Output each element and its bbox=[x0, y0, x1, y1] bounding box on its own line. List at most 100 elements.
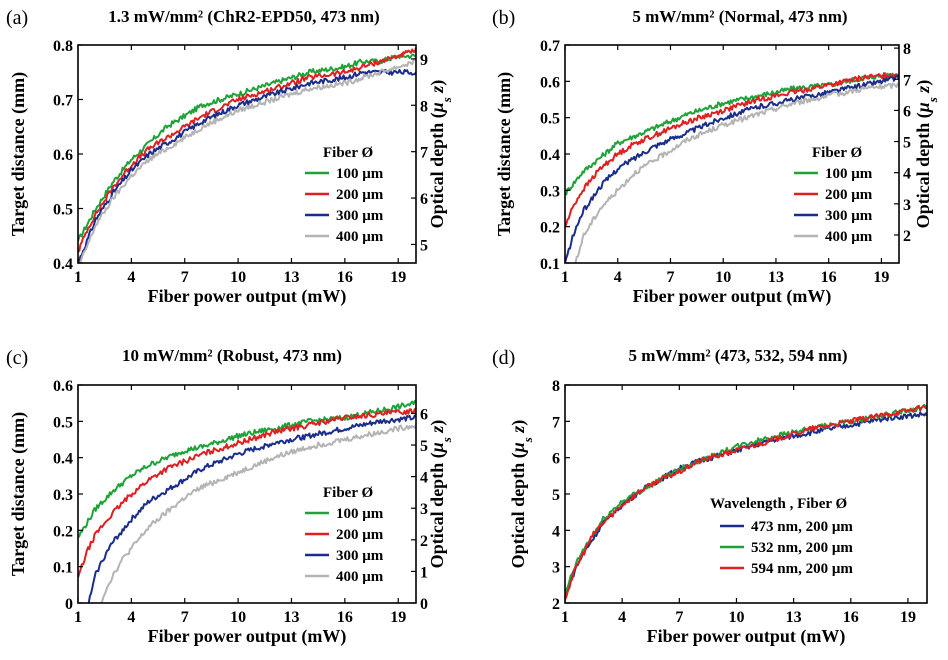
series-line bbox=[78, 58, 416, 263]
x-axis-label: Fiber power output (mW) bbox=[148, 286, 347, 307]
legend-title: Fiber Ø bbox=[323, 485, 373, 501]
y2-tick-label: 4 bbox=[420, 470, 428, 487]
panel-a: (a) 1.3 mW/mm² (ChR2-EPD50, 473 nm) 1 4 7 10 1… bbox=[6, 7, 454, 307]
y2-tick-label: 8 bbox=[903, 41, 911, 58]
y2-tick-label: 2 bbox=[420, 533, 428, 550]
y-tick-label: 0.2 bbox=[540, 220, 560, 237]
panel-label: (a) bbox=[6, 7, 28, 29]
x-tick-label: 16 bbox=[337, 609, 353, 626]
y2-tick-label: 6 bbox=[420, 191, 428, 208]
y2-tick-label: 3 bbox=[420, 501, 428, 518]
legend-entry: 200 μm bbox=[336, 187, 384, 203]
panel-title: 1.3 mW/mm² (ChR2-EPD50, 473 nm) bbox=[108, 7, 379, 26]
y2-tick-label: 5 bbox=[420, 438, 428, 455]
y-tick-label: 0 bbox=[65, 596, 73, 613]
series-line bbox=[78, 47, 416, 253]
legend: Fiber Ø 100 μm 200 μm 300 μm 400 μm bbox=[794, 145, 873, 245]
x-tick-label: 7 bbox=[181, 269, 189, 286]
x-tick-label: 7 bbox=[666, 269, 674, 286]
panel-d: (d) 5 mW/mm² (473, 532, 594 nm) 1 4 7 10 13 16 1… bbox=[492, 346, 928, 647]
x-tick-label: 1 bbox=[561, 269, 569, 286]
legend-entry: 300 μm bbox=[825, 208, 873, 224]
x-tick-label: 10 bbox=[230, 609, 246, 626]
y-tick-label: 0.4 bbox=[53, 256, 73, 273]
y-tick-label: 0.4 bbox=[53, 451, 73, 468]
y-tick-label: 8 bbox=[552, 378, 560, 395]
series-line bbox=[565, 74, 899, 263]
legend-entry: 473 nm, 200 μm bbox=[751, 519, 853, 535]
legend-entry: 532 nm, 200 μm bbox=[751, 540, 853, 556]
legend: Fiber Ø 100 μm 200 μm 300 μm 400 μm bbox=[305, 485, 384, 585]
series-line bbox=[565, 404, 927, 600]
x-tick-label: 7 bbox=[675, 609, 683, 626]
panel-b: (b) 5 mW/mm² (Normal, 473 nm) 1 4 7 10 13 16 19 0… bbox=[492, 7, 940, 307]
legend-title: Fiber Ø bbox=[323, 145, 373, 161]
panel-title: 5 mW/mm² (473, 532, 594 nm) bbox=[629, 346, 848, 365]
series-line bbox=[78, 52, 416, 242]
x-tick-label: 19 bbox=[900, 609, 916, 626]
x-axis-label: Fiber power output (mW) bbox=[148, 626, 347, 647]
panel-label: (b) bbox=[492, 7, 515, 29]
x-tick-label: 13 bbox=[283, 609, 299, 626]
legend-title: Wavelength , Fiber Ø bbox=[710, 496, 847, 512]
panel-label: (d) bbox=[492, 347, 515, 369]
x-tick-label: 19 bbox=[873, 269, 889, 286]
y-tick-label: 0.3 bbox=[540, 183, 560, 200]
x-tick-label: 4 bbox=[614, 269, 622, 286]
panel-title: 5 mW/mm² (Normal, 473 nm) bbox=[632, 7, 847, 26]
x-axis-label: Fiber power output (mW) bbox=[633, 286, 832, 307]
y2-tick-label: 1 bbox=[420, 564, 428, 581]
y-tick-label: 0.3 bbox=[53, 487, 73, 504]
x-tick-label: 19 bbox=[390, 609, 406, 626]
x-tick-label: 16 bbox=[337, 269, 353, 286]
y-tick-label: 3 bbox=[552, 560, 560, 577]
legend-entry: 300 μm bbox=[336, 548, 384, 564]
series-line bbox=[565, 72, 899, 228]
x-tick-label: 10 bbox=[728, 609, 744, 626]
y2-tick-label: 6 bbox=[903, 103, 911, 120]
y-tick-label: 0.6 bbox=[540, 74, 560, 91]
x-tick-label: 10 bbox=[230, 269, 246, 286]
x-tick-label: 4 bbox=[618, 609, 626, 626]
legend-entry: 100 μm bbox=[336, 166, 384, 182]
y-tick-label: 0.1 bbox=[53, 560, 73, 577]
series-line bbox=[574, 82, 899, 263]
x-tick-label: 19 bbox=[390, 269, 406, 286]
x-tick-label: 16 bbox=[821, 269, 837, 286]
x-tick-label: 13 bbox=[786, 609, 802, 626]
x-tick-label: 4 bbox=[127, 609, 135, 626]
series-line bbox=[100, 423, 416, 603]
y-axis-label: Target distance (mm) bbox=[8, 412, 29, 576]
y-tick-label: 0.6 bbox=[53, 147, 73, 164]
y2-axis-label: Optical depth (μs z) bbox=[913, 80, 940, 229]
y-tick-label: 7 bbox=[552, 414, 560, 431]
legend-entry: 300 μm bbox=[336, 208, 384, 224]
legend: Fiber Ø 100 μm 200 μm 300 μm 400 μm bbox=[305, 145, 384, 245]
x-tick-label: 13 bbox=[768, 269, 784, 286]
x-tick-label: 1 bbox=[561, 609, 569, 626]
series-line bbox=[78, 408, 416, 578]
x-tick-label: 7 bbox=[181, 609, 189, 626]
y2-tick-label: 7 bbox=[420, 145, 428, 162]
panel-label: (c) bbox=[6, 347, 28, 369]
y2-axis-label: Optical depth (μs z) bbox=[427, 80, 454, 229]
series-line bbox=[78, 68, 416, 263]
y2-tick-label: 5 bbox=[420, 237, 428, 254]
x-tick-label: 4 bbox=[127, 269, 135, 286]
y-tick-label: 0.5 bbox=[53, 202, 73, 219]
legend-entry: 100 μm bbox=[825, 166, 873, 182]
y-tick-label: 6 bbox=[552, 451, 560, 468]
legend-entry: 100 μm bbox=[336, 506, 384, 522]
legend-entry: 400 μm bbox=[336, 569, 384, 585]
y-tick-label: 5 bbox=[552, 487, 560, 504]
y-tick-label: 0.1 bbox=[540, 256, 560, 273]
y-tick-label: 0.7 bbox=[53, 93, 73, 110]
y-axis-label: Target distance (mm) bbox=[494, 72, 515, 236]
y2-axis-label: Optical depth (μs z) bbox=[427, 420, 454, 569]
legend-entry: 400 μm bbox=[336, 229, 384, 245]
y-tick-label: 0.5 bbox=[540, 111, 560, 128]
legend-entry: 200 μm bbox=[825, 187, 873, 203]
legend-title: Fiber Ø bbox=[812, 145, 862, 161]
y-tick-label: 0.6 bbox=[53, 378, 73, 395]
